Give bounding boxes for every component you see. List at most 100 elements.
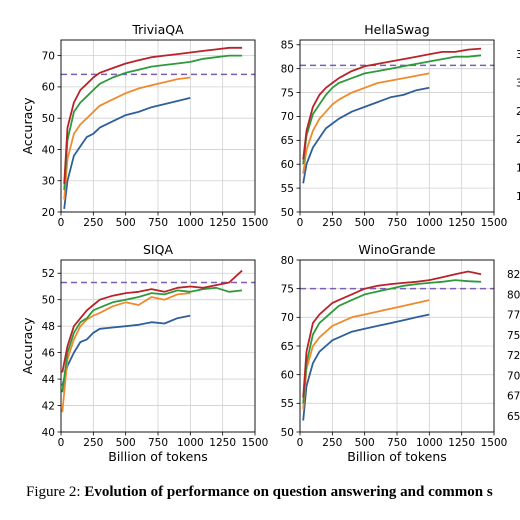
- caption-bold: Evolution of performance on question ans…: [84, 484, 493, 500]
- y-tick-label: 40: [42, 144, 55, 156]
- y-tick-label: 50: [281, 427, 294, 439]
- offscreen-tick-label: 70: [507, 370, 520, 382]
- series-line-2: [302, 279, 482, 404]
- y-tick-label: 50: [42, 294, 55, 306]
- y-tick-label: 55: [281, 398, 294, 410]
- chart-title: SIQA: [143, 242, 173, 257]
- x-tick-label: 1250: [209, 437, 236, 449]
- series-line-3: [61, 269, 243, 373]
- y-tick-label: 75: [281, 283, 294, 295]
- y-tick-label: 60: [281, 369, 294, 381]
- x-tick-label: 500: [116, 217, 136, 229]
- y-tick-label: 55: [281, 183, 294, 195]
- offscreen-tick-label: 2: [516, 106, 520, 118]
- y-tick-label: 46: [42, 347, 56, 359]
- offscreen-tick-label: 75: [507, 330, 520, 342]
- offscreen-tick-label: 72: [507, 350, 520, 362]
- y-tick-label: 85: [281, 40, 294, 52]
- series-line-1: [63, 76, 191, 200]
- x-tick-label: 250: [322, 217, 342, 229]
- series-line-1: [302, 299, 430, 410]
- x-tick-label: 1500: [242, 217, 269, 229]
- axes-frame: [60, 39, 256, 213]
- y-axis-label: Accuracy: [20, 97, 35, 155]
- series-line-1: [61, 292, 191, 413]
- x-tick-label: 1250: [209, 217, 236, 229]
- axes-frame: [299, 39, 495, 213]
- x-tick-label: 1000: [416, 437, 443, 449]
- series-line-2: [302, 54, 482, 165]
- x-tick-label: 1500: [242, 437, 269, 449]
- offscreen-tick-label: 1: [516, 191, 520, 203]
- series-line-3: [63, 46, 243, 184]
- offscreen-tick-label: 77: [507, 310, 520, 322]
- chart-panel-2: 0 250 500 750 1000 1250 1500 40 42 44 46 48 50 52 SIQA…: [20, 242, 268, 464]
- x-tick-label: 1000: [177, 217, 204, 229]
- series-line-3: [302, 270, 482, 398]
- x-tick-label: 0: [297, 437, 304, 449]
- figure-caption: Figure 2: Evolution of performance on qu…: [26, 484, 520, 501]
- x-tick-label: 1000: [177, 437, 204, 449]
- x-tick-label: 750: [387, 217, 407, 229]
- series-line-0: [63, 97, 191, 210]
- y-tick-label: 70: [281, 312, 294, 324]
- y-tick-label: 60: [42, 82, 55, 94]
- y-tick-label: 44: [42, 374, 56, 386]
- x-tick-label: 0: [58, 437, 65, 449]
- y-tick-label: 48: [42, 321, 55, 333]
- chart-panel-3: 0 250 500 750 1000 1250 1500 50 55 60 65 70 75 80 Wino…: [281, 242, 508, 464]
- x-axis-label: Billion of tokens: [108, 449, 208, 464]
- x-tick-label: 0: [297, 217, 304, 229]
- x-tick-label: 1250: [448, 217, 475, 229]
- x-tick-label: 500: [116, 437, 136, 449]
- y-tick-label: 70: [281, 111, 294, 123]
- x-tick-label: 750: [148, 217, 168, 229]
- y-tick-label: 50: [281, 207, 294, 219]
- x-tick-label: 250: [83, 437, 103, 449]
- y-tick-label: 20: [42, 207, 55, 219]
- y-tick-label: 65: [281, 341, 294, 353]
- series-line-1: [302, 72, 430, 174]
- caption-prefix: Figure 2:: [26, 484, 81, 500]
- chart-title: TriviaQA: [131, 22, 184, 37]
- chart-title: WinoGrande: [358, 242, 435, 257]
- series-line-0: [302, 313, 430, 421]
- x-tick-label: 250: [322, 437, 342, 449]
- y-tick-label: 80: [281, 255, 294, 267]
- series-line-0: [61, 314, 191, 386]
- offscreen-tick-label: 67: [507, 391, 520, 403]
- x-tick-label: 1500: [481, 217, 508, 229]
- y-tick-label: 50: [42, 113, 55, 125]
- x-tick-label: 500: [355, 437, 375, 449]
- x-axis-label: Billion of tokens: [347, 449, 447, 464]
- y-tick-label: 65: [281, 135, 294, 147]
- offscreen-tick-label: 1: [516, 163, 520, 175]
- x-tick-label: 500: [355, 217, 375, 229]
- x-tick-label: 250: [83, 217, 103, 229]
- x-tick-label: 750: [387, 437, 407, 449]
- series-line-2: [61, 286, 243, 393]
- x-tick-label: 750: [148, 437, 168, 449]
- figure-panel-grid: 0 250 500 750 1000 1250 1500203040506070Trivia…: [20, 22, 520, 464]
- chart-panel-0: 0 250 500 750 1000 1250 1500 20 30 40 50 60 70 Trivia…: [20, 22, 268, 229]
- x-tick-label: 1250: [448, 437, 475, 449]
- series-line-3: [302, 47, 482, 160]
- x-tick-label: 0: [58, 217, 65, 229]
- y-tick-label: 30: [42, 176, 55, 188]
- offscreen-tick-label: 80: [507, 289, 520, 301]
- series-line-2: [63, 54, 243, 191]
- y-tick-label: 42: [42, 400, 55, 412]
- y-tick-label: 52: [42, 268, 55, 280]
- x-tick-label: 1000: [416, 217, 443, 229]
- y-tick-label: 40: [42, 427, 55, 439]
- offscreen-tick-label: 3: [516, 77, 520, 89]
- y-tick-label: 60: [281, 159, 294, 171]
- x-tick-label: 1500: [481, 437, 508, 449]
- y-axis-label: Accuracy: [20, 317, 35, 375]
- series-line-0: [302, 86, 430, 184]
- y-tick-label: 80: [281, 63, 294, 75]
- axes-frame: [60, 259, 256, 433]
- y-tick-label: 75: [281, 87, 294, 99]
- chart-title: HellaSwag: [364, 22, 429, 37]
- offscreen-tick-label: 82: [507, 269, 520, 281]
